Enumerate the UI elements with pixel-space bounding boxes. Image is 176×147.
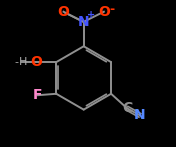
Text: N: N: [78, 15, 89, 29]
Text: F: F: [33, 88, 42, 102]
Text: +: +: [87, 10, 95, 20]
Text: O: O: [58, 5, 70, 19]
Text: C: C: [122, 101, 132, 115]
Text: O: O: [30, 55, 42, 69]
Text: -: -: [15, 57, 19, 67]
Text: O: O: [98, 5, 110, 19]
Text: -: -: [109, 3, 114, 16]
Text: N: N: [134, 108, 146, 122]
Text: H: H: [19, 57, 27, 67]
